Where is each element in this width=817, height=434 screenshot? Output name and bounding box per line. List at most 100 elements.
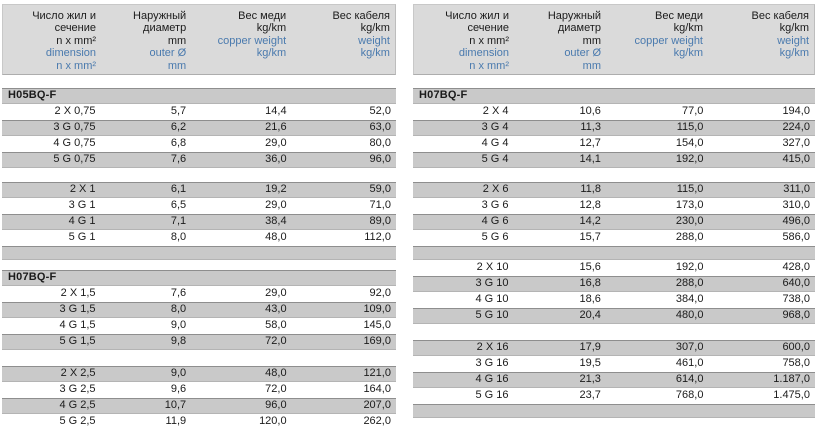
table-row: 2 X 1,5 7,6 29,0 92,0: [2, 286, 396, 302]
header-line: Вес кабеля: [332, 10, 390, 22]
table-row: 4 G 2,5 10,7 96,0 207,0: [2, 398, 396, 414]
outer-diameter-cell: 17,9: [579, 341, 601, 353]
copper-weight-cell: 38,4: [265, 215, 287, 227]
table-row: 5 G 0,75 7,6 36,0 96,0: [2, 152, 396, 168]
dimension-cell: 3 G 2,5: [59, 383, 96, 395]
outer-diameter-cell: 7,6: [170, 287, 187, 299]
table-row: 3 G 4 11,3 115,0 224,0: [413, 120, 815, 136]
column-headers: Число жил и сечение n x mm² dimension n x mm…: [2, 4, 396, 75]
dimension-cell: 5 G 0,75: [53, 153, 96, 165]
table-row: 3 G 0,75 6,2 21,6 63,0: [2, 120, 396, 136]
cable-weight-cell: 1.475,0: [773, 389, 810, 401]
dimension-cell: 4 G 16: [475, 373, 509, 385]
outer-diameter-cell: 16,8: [579, 277, 601, 289]
header-line-en: n x mm²: [56, 59, 97, 72]
table-row: 4 G 1 7,1 38,4 89,0: [2, 214, 396, 230]
dimension-cell: 2 X 1,5: [60, 287, 96, 299]
outer-diameter-cell: 11,3: [580, 121, 601, 133]
outer-diameter-cell: 14,2: [579, 215, 601, 227]
table-row: 4 G 4 12,7 154,0 327,0: [413, 136, 815, 152]
table-row: 3 G 1 6,5 29,0 71,0: [2, 198, 396, 214]
copper-weight-cell: 230,0: [675, 215, 704, 227]
outer-diameter-cell: 10,7: [164, 399, 187, 411]
copper-weight-cell: 115,0: [676, 121, 704, 133]
outer-diameter-cell: 11,8: [580, 183, 601, 195]
outer-diameter-cell: 7,1: [170, 215, 187, 227]
copper-weight-cell: 48,0: [265, 367, 287, 379]
table-row: 3 G 1,5 8,0 43,0 109,0: [2, 302, 396, 318]
table-row: 5 G 2,5 11,9 120,0 262,0: [2, 414, 396, 430]
header-line-en: kg/km: [256, 47, 287, 60]
outer-diameter-cell: 15,6: [579, 261, 601, 273]
outer-diameter-cell: 6,5: [170, 199, 187, 211]
header-line: mm: [167, 34, 187, 47]
dimension-cell: 3 G 6: [481, 199, 509, 211]
group-gap: [2, 260, 396, 270]
header-line: Число жил и: [445, 10, 509, 22]
cable-weight-cell: 738,0: [782, 293, 810, 305]
dimension-cell: 2 X 4: [482, 105, 509, 117]
table-row: 4 G 1,5 9,0 58,0 145,0: [2, 318, 396, 334]
header-line-en: outer Ø: [149, 47, 187, 60]
copper-weight-cell: 21,6: [265, 121, 287, 133]
section-label: H07BQ-F: [419, 89, 468, 101]
copper-weight-cell: 14,4: [265, 105, 287, 117]
table-row: 4 G 0,75 6,8 29,0 80,0: [2, 136, 396, 152]
outer-diameter-cell: 6,2: [170, 121, 187, 133]
dimension-cell: 3 G 4: [481, 121, 509, 133]
cable-weight-cell: 968,0: [782, 309, 810, 321]
copper-weight-cell: 288,0: [675, 231, 704, 243]
dimension-cell: 5 G 1,5: [59, 335, 96, 347]
cable-weight-cell: 327,0: [782, 137, 810, 149]
copper-weight-cell: 29,0: [265, 287, 287, 299]
cable-weight-cell: 121,0: [363, 367, 391, 379]
cable-weight-cell: 310,0: [782, 199, 810, 211]
copper-weight-cell: 288,0: [675, 277, 704, 289]
spec-table-left: Число жил и сечение n x mm² dimension n x mm…: [2, 4, 396, 434]
cable-weight-cell: 262,0: [363, 415, 391, 427]
header-line: Вес кабеля: [751, 10, 810, 22]
dimension-cell: 2 X 16: [476, 341, 509, 353]
header-line-en: weight: [358, 34, 390, 47]
outer-diameter-cell: 12,8: [579, 199, 601, 211]
dimension-cell: 5 G 16: [475, 389, 509, 401]
table-row: 5 G 4 14,1 192,0 415,0: [413, 152, 815, 168]
header-line-en: kg/km: [779, 47, 809, 60]
header-line: n x mm²: [469, 34, 509, 47]
header-line: Вес меди: [654, 10, 703, 22]
section-header-row: H05BQ-F: [2, 88, 396, 104]
outer-diameter-cell: 15,7: [579, 231, 601, 243]
dimension-cell: 2 X 10: [476, 261, 509, 273]
header-line: kg/km: [779, 22, 809, 35]
header-line-en: kg/km: [360, 47, 390, 60]
spacer-row: [413, 246, 815, 260]
table-row: 4 G 16 21,3 614,0 1.187,0: [413, 372, 815, 388]
header-line: Вес меди: [238, 10, 287, 22]
table-row: 4 G 10 18,6 384,0 738,0: [413, 292, 815, 308]
table-row: 2 X 1 6,1 19,2 59,0: [2, 182, 396, 198]
column-header-cable-weight: Вес кабеля kg/km weight kg/km: [289, 10, 395, 74]
column-header-copper-weight: Вес меди kg/km copper weight kg/km: [604, 10, 706, 74]
cable-weight-cell: 1.187,0: [773, 373, 810, 385]
copper-weight-cell: 77,0: [682, 105, 704, 117]
dimension-cell: 3 G 10: [475, 277, 509, 289]
table-row: 2 X 4 10,6 77,0 194,0: [413, 104, 815, 120]
cable-weight-cell: 758,0: [782, 357, 810, 369]
cable-weight-cell: 496,0: [782, 215, 810, 227]
table-row: 5 G 1 8,0 48,0 112,0: [2, 230, 396, 246]
dimension-cell: 4 G 6: [481, 215, 509, 227]
header-line-en: kg/km: [673, 47, 703, 60]
header-line: сечение: [54, 22, 97, 35]
header-line-en: n x mm²: [469, 59, 509, 72]
outer-diameter-cell: 5,7: [170, 105, 187, 117]
header-line: kg/km: [256, 22, 287, 35]
copper-weight-cell: 480,0: [675, 309, 704, 321]
header-line-en: copper weight: [634, 34, 704, 47]
group-gap: [2, 168, 396, 182]
column-header-copper-weight: Вес меди kg/km copper weight kg/km: [189, 10, 289, 74]
cable-weight-cell: 80,0: [369, 137, 391, 149]
header-gap: [2, 75, 396, 88]
copper-weight-cell: 307,0: [675, 341, 704, 353]
dimension-cell: 5 G 4: [481, 153, 509, 165]
